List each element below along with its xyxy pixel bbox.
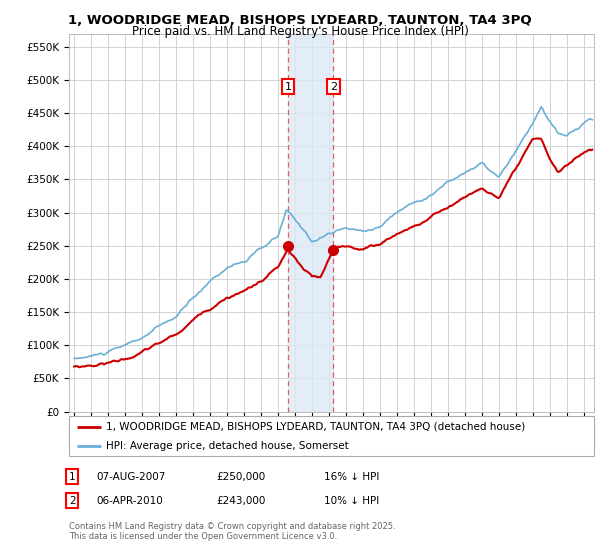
- Text: £250,000: £250,000: [216, 472, 265, 482]
- Text: 1: 1: [69, 472, 76, 482]
- Text: 07-AUG-2007: 07-AUG-2007: [96, 472, 166, 482]
- Text: 16% ↓ HPI: 16% ↓ HPI: [324, 472, 379, 482]
- Bar: [288, 34, 333, 412]
- Text: 2: 2: [69, 496, 76, 506]
- Text: 1: 1: [284, 82, 292, 92]
- Text: 10% ↓ HPI: 10% ↓ HPI: [324, 496, 379, 506]
- Text: Contains HM Land Registry data © Crown copyright and database right 2025.
This d: Contains HM Land Registry data © Crown c…: [69, 522, 395, 542]
- Text: HPI: Average price, detached house, Somerset: HPI: Average price, detached house, Some…: [106, 441, 349, 450]
- Text: Price paid vs. HM Land Registry's House Price Index (HPI): Price paid vs. HM Land Registry's House …: [131, 25, 469, 38]
- Text: £243,000: £243,000: [216, 496, 265, 506]
- Text: 1, WOODRIDGE MEAD, BISHOPS LYDEARD, TAUNTON, TA4 3PQ (detached house): 1, WOODRIDGE MEAD, BISHOPS LYDEARD, TAUN…: [106, 422, 525, 432]
- FancyBboxPatch shape: [69, 416, 594, 456]
- Text: 1, WOODRIDGE MEAD, BISHOPS LYDEARD, TAUNTON, TA4 3PQ: 1, WOODRIDGE MEAD, BISHOPS LYDEARD, TAUN…: [68, 14, 532, 27]
- Text: 2: 2: [329, 82, 337, 92]
- Text: 06-APR-2010: 06-APR-2010: [96, 496, 163, 506]
